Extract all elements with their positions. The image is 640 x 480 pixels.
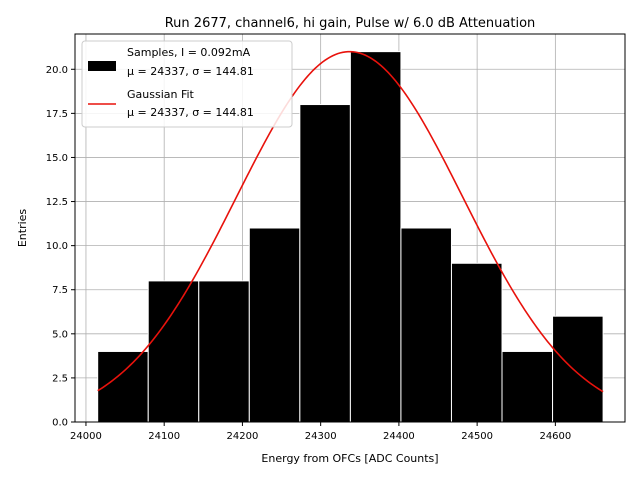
y-tick-label: 0.0 <box>52 418 68 429</box>
x-tick-label: 24300 <box>305 431 337 442</box>
y-tick-label: 5.0 <box>52 329 68 340</box>
legend-samples-label: Samples, I = 0.092mA <box>127 46 251 59</box>
histogram-bar <box>400 227 452 423</box>
legend: Samples, I = 0.092mA μ = 24337, σ = 144.… <box>81 40 293 128</box>
legend-samples-swatch <box>88 61 116 71</box>
x-tick-label: 24100 <box>148 431 180 442</box>
histogram-bars <box>97 51 604 423</box>
legend-box <box>81 40 293 128</box>
y-axis-ticks: 0.0 2.5 5.0 7.5 10.0 12.5 15.0 17.5 20.0 <box>46 65 75 429</box>
y-tick-label: 7.5 <box>52 285 68 296</box>
x-tick-label: 24200 <box>227 431 259 442</box>
y-tick-label: 10.0 <box>46 241 68 252</box>
legend-fit-stats: μ = 24337, σ = 144.81 <box>127 106 254 119</box>
histogram-bar <box>198 280 250 423</box>
x-tick-label: 24400 <box>383 431 415 442</box>
x-tick-label: 24000 <box>70 431 102 442</box>
y-tick-label: 20.0 <box>46 65 68 76</box>
chart-title: Run 2677, channel6, hi gain, Pulse w/ 6.… <box>165 16 536 31</box>
histogram-bar <box>349 51 402 423</box>
histogram-bar <box>450 262 503 423</box>
y-axis-label: Entries <box>16 209 29 248</box>
histogram-bar <box>299 104 351 423</box>
legend-fit-label: Gaussian Fit <box>127 88 195 101</box>
gaussian-fit-curve <box>97 50 604 393</box>
histogram-bar <box>147 280 200 423</box>
x-tick-label: 24600 <box>539 431 571 442</box>
x-tick-label: 24500 <box>461 431 493 442</box>
y-tick-label: 2.5 <box>52 373 68 384</box>
plot-frame <box>74 33 626 423</box>
y-tick-label: 12.5 <box>46 197 68 208</box>
x-axis-ticks: 24000 24100 24200 24300 24400 24500 24600 <box>70 422 571 442</box>
x-axis-label: Energy from OFCs [ADC Counts] <box>261 452 438 465</box>
legend-samples-stats: μ = 24337, σ = 144.81 <box>127 65 254 78</box>
y-tick-label: 15.0 <box>46 153 68 164</box>
histogram-bar <box>501 350 554 423</box>
histogram-bar <box>552 315 604 423</box>
y-tick-label: 17.5 <box>46 109 68 120</box>
histogram-bar <box>248 227 301 423</box>
